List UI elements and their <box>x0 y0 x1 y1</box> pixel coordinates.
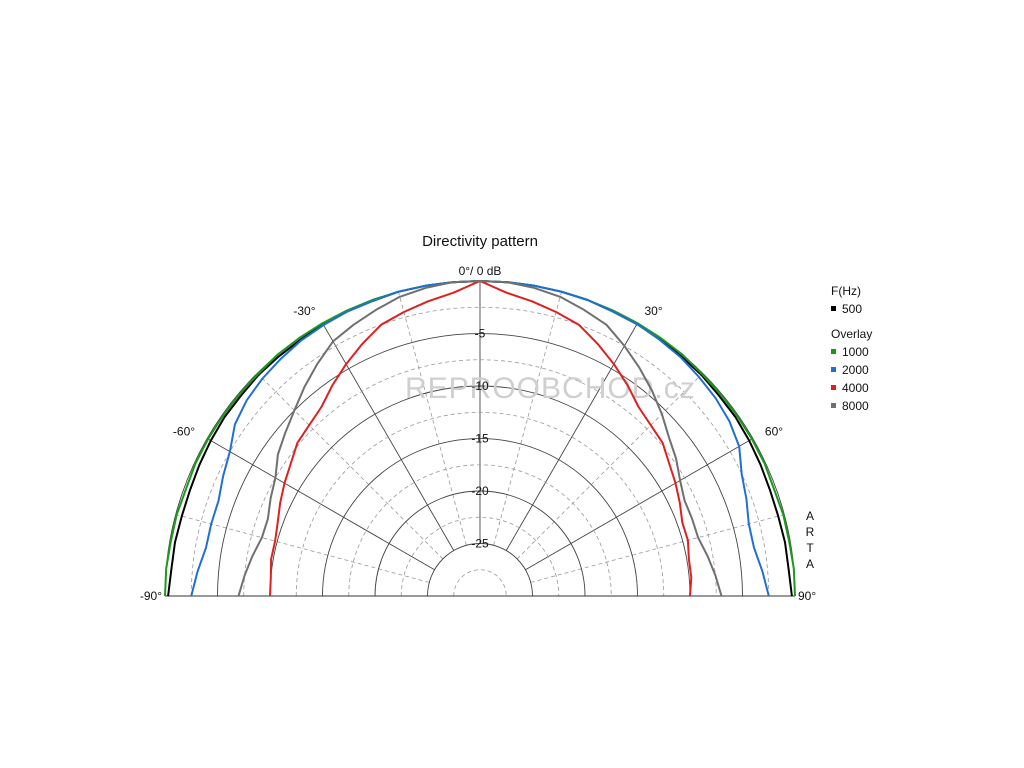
arta-letter: R <box>806 525 815 539</box>
radial-tick-label: -25 <box>471 537 489 551</box>
grid-ring <box>400 516 560 597</box>
series-lines <box>164 280 796 597</box>
polar-grid <box>164 280 796 597</box>
center-label: 0°/ 0 dB <box>459 264 502 278</box>
legend-swatch-4000 <box>831 385 836 390</box>
legend-overlay-title: Overlay <box>831 327 872 341</box>
grid-spoke <box>530 514 785 583</box>
grid-spoke <box>256 372 444 560</box>
angle-tick-label: -30° <box>293 304 315 318</box>
grid-ring <box>269 385 691 597</box>
angle-tick-label: 90° <box>798 589 816 603</box>
axis-labels: -5 -10 -15 -20 -25 -90° -60° -30° 30° 60° 90° <box>140 304 817 603</box>
legend-swatch-2000 <box>831 367 836 372</box>
grid-ring <box>295 411 665 597</box>
grid-ring <box>243 359 717 597</box>
grid-ring <box>217 333 743 597</box>
grid-spoke <box>175 514 430 583</box>
grid-spoke <box>516 372 704 560</box>
angle-tick-label: 30° <box>645 304 663 318</box>
angle-tick-label: 60° <box>765 425 783 439</box>
grid-ring <box>322 438 638 597</box>
grid-ring <box>374 490 586 597</box>
chart-title: Directivity pattern <box>422 233 538 250</box>
grid-spoke <box>525 438 754 571</box>
grid-ring <box>427 543 533 597</box>
arta-letter: T <box>806 541 814 555</box>
angle-tick-label: -90° <box>140 589 162 603</box>
legend-swatch-1000 <box>831 349 836 354</box>
legend-freq-title: F(Hz) <box>831 284 861 298</box>
grid-ring <box>453 569 507 597</box>
radial-tick-label: -5 <box>475 327 486 341</box>
grid-spoke <box>206 438 435 571</box>
radial-tick-label: -20 <box>471 484 489 498</box>
watermark-text: REPROOBCHOD.cz <box>405 372 696 405</box>
radial-tick-label: -10 <box>471 379 489 393</box>
angle-tick-label: -60° <box>173 425 195 439</box>
grid-spoke <box>398 291 467 546</box>
legend-swatch-500 <box>831 306 836 311</box>
arta-letter: A <box>806 509 814 523</box>
grid-ring <box>348 464 612 597</box>
grid-spoke <box>505 322 638 551</box>
series-8000-line <box>237 280 723 597</box>
legend-swatch-8000 <box>831 403 836 408</box>
grid-spoke <box>493 291 562 546</box>
arta-letter: A <box>806 557 814 571</box>
legend: F(Hz) 500 Overlay 1000 2000 4000 8000 <box>831 284 872 413</box>
legend-label-4000: 4000 <box>842 381 869 395</box>
legend-label-8000: 8000 <box>842 399 869 413</box>
grid-ring <box>190 306 770 597</box>
legend-label-500: 500 <box>842 302 862 316</box>
legend-label-2000: 2000 <box>842 363 869 377</box>
radial-tick-label: -15 <box>471 432 489 446</box>
legend-label-1000: 1000 <box>842 345 869 359</box>
